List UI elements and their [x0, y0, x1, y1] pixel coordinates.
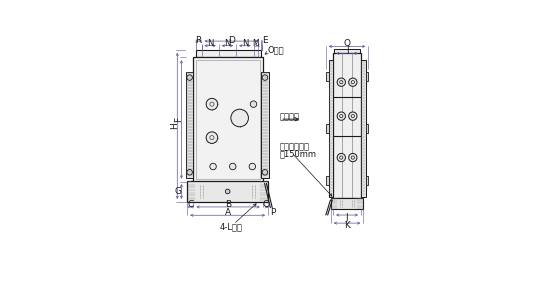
- Text: H: H: [170, 122, 179, 129]
- Circle shape: [349, 78, 357, 86]
- Circle shape: [262, 169, 268, 175]
- Text: I: I: [346, 46, 348, 56]
- Circle shape: [250, 101, 256, 107]
- Circle shape: [225, 189, 230, 194]
- Text: N: N: [225, 39, 231, 48]
- Text: B: B: [225, 200, 231, 209]
- Bar: [326, 176, 329, 185]
- Text: E: E: [262, 36, 268, 45]
- Circle shape: [337, 112, 346, 120]
- Text: G: G: [175, 187, 182, 196]
- Text: R: R: [195, 36, 202, 45]
- Text: Oネジ: Oネジ: [267, 45, 284, 54]
- Circle shape: [337, 153, 346, 162]
- Text: N: N: [207, 39, 213, 48]
- Circle shape: [230, 163, 236, 170]
- Circle shape: [337, 78, 346, 86]
- Circle shape: [262, 75, 268, 80]
- Bar: [331, 198, 363, 209]
- Circle shape: [187, 169, 193, 175]
- Circle shape: [349, 112, 357, 120]
- Text: C: C: [262, 200, 269, 209]
- Bar: [366, 176, 368, 185]
- Bar: [196, 50, 261, 57]
- Circle shape: [187, 75, 193, 80]
- Text: K: K: [344, 221, 350, 230]
- Bar: [329, 60, 333, 197]
- Text: 約150mm: 約150mm: [279, 149, 316, 158]
- Text: 搬送方向: 搬送方向: [280, 112, 300, 121]
- Text: 4-Lネジ: 4-Lネジ: [220, 222, 242, 231]
- Bar: [326, 124, 329, 133]
- Text: N: N: [242, 39, 248, 48]
- Bar: [333, 53, 361, 198]
- Text: M: M: [253, 39, 259, 48]
- Bar: [334, 49, 360, 55]
- Circle shape: [249, 163, 255, 170]
- Bar: [186, 72, 193, 178]
- Bar: [366, 72, 368, 81]
- Circle shape: [206, 98, 218, 110]
- Text: P: P: [270, 208, 276, 217]
- Bar: [261, 72, 269, 178]
- Bar: [366, 124, 368, 133]
- Text: C: C: [187, 200, 193, 209]
- Bar: [326, 72, 329, 81]
- Text: Q: Q: [343, 39, 351, 48]
- Bar: [193, 57, 263, 182]
- Circle shape: [349, 153, 357, 162]
- Text: A: A: [225, 208, 231, 217]
- Circle shape: [231, 109, 249, 127]
- Text: J: J: [346, 213, 348, 222]
- Bar: [361, 60, 366, 197]
- Text: リード線長さ: リード線長さ: [279, 142, 310, 152]
- Circle shape: [206, 132, 218, 143]
- Text: F: F: [174, 117, 183, 122]
- Bar: [196, 60, 260, 179]
- Circle shape: [210, 163, 216, 170]
- Bar: [187, 181, 268, 202]
- Text: D: D: [228, 36, 235, 45]
